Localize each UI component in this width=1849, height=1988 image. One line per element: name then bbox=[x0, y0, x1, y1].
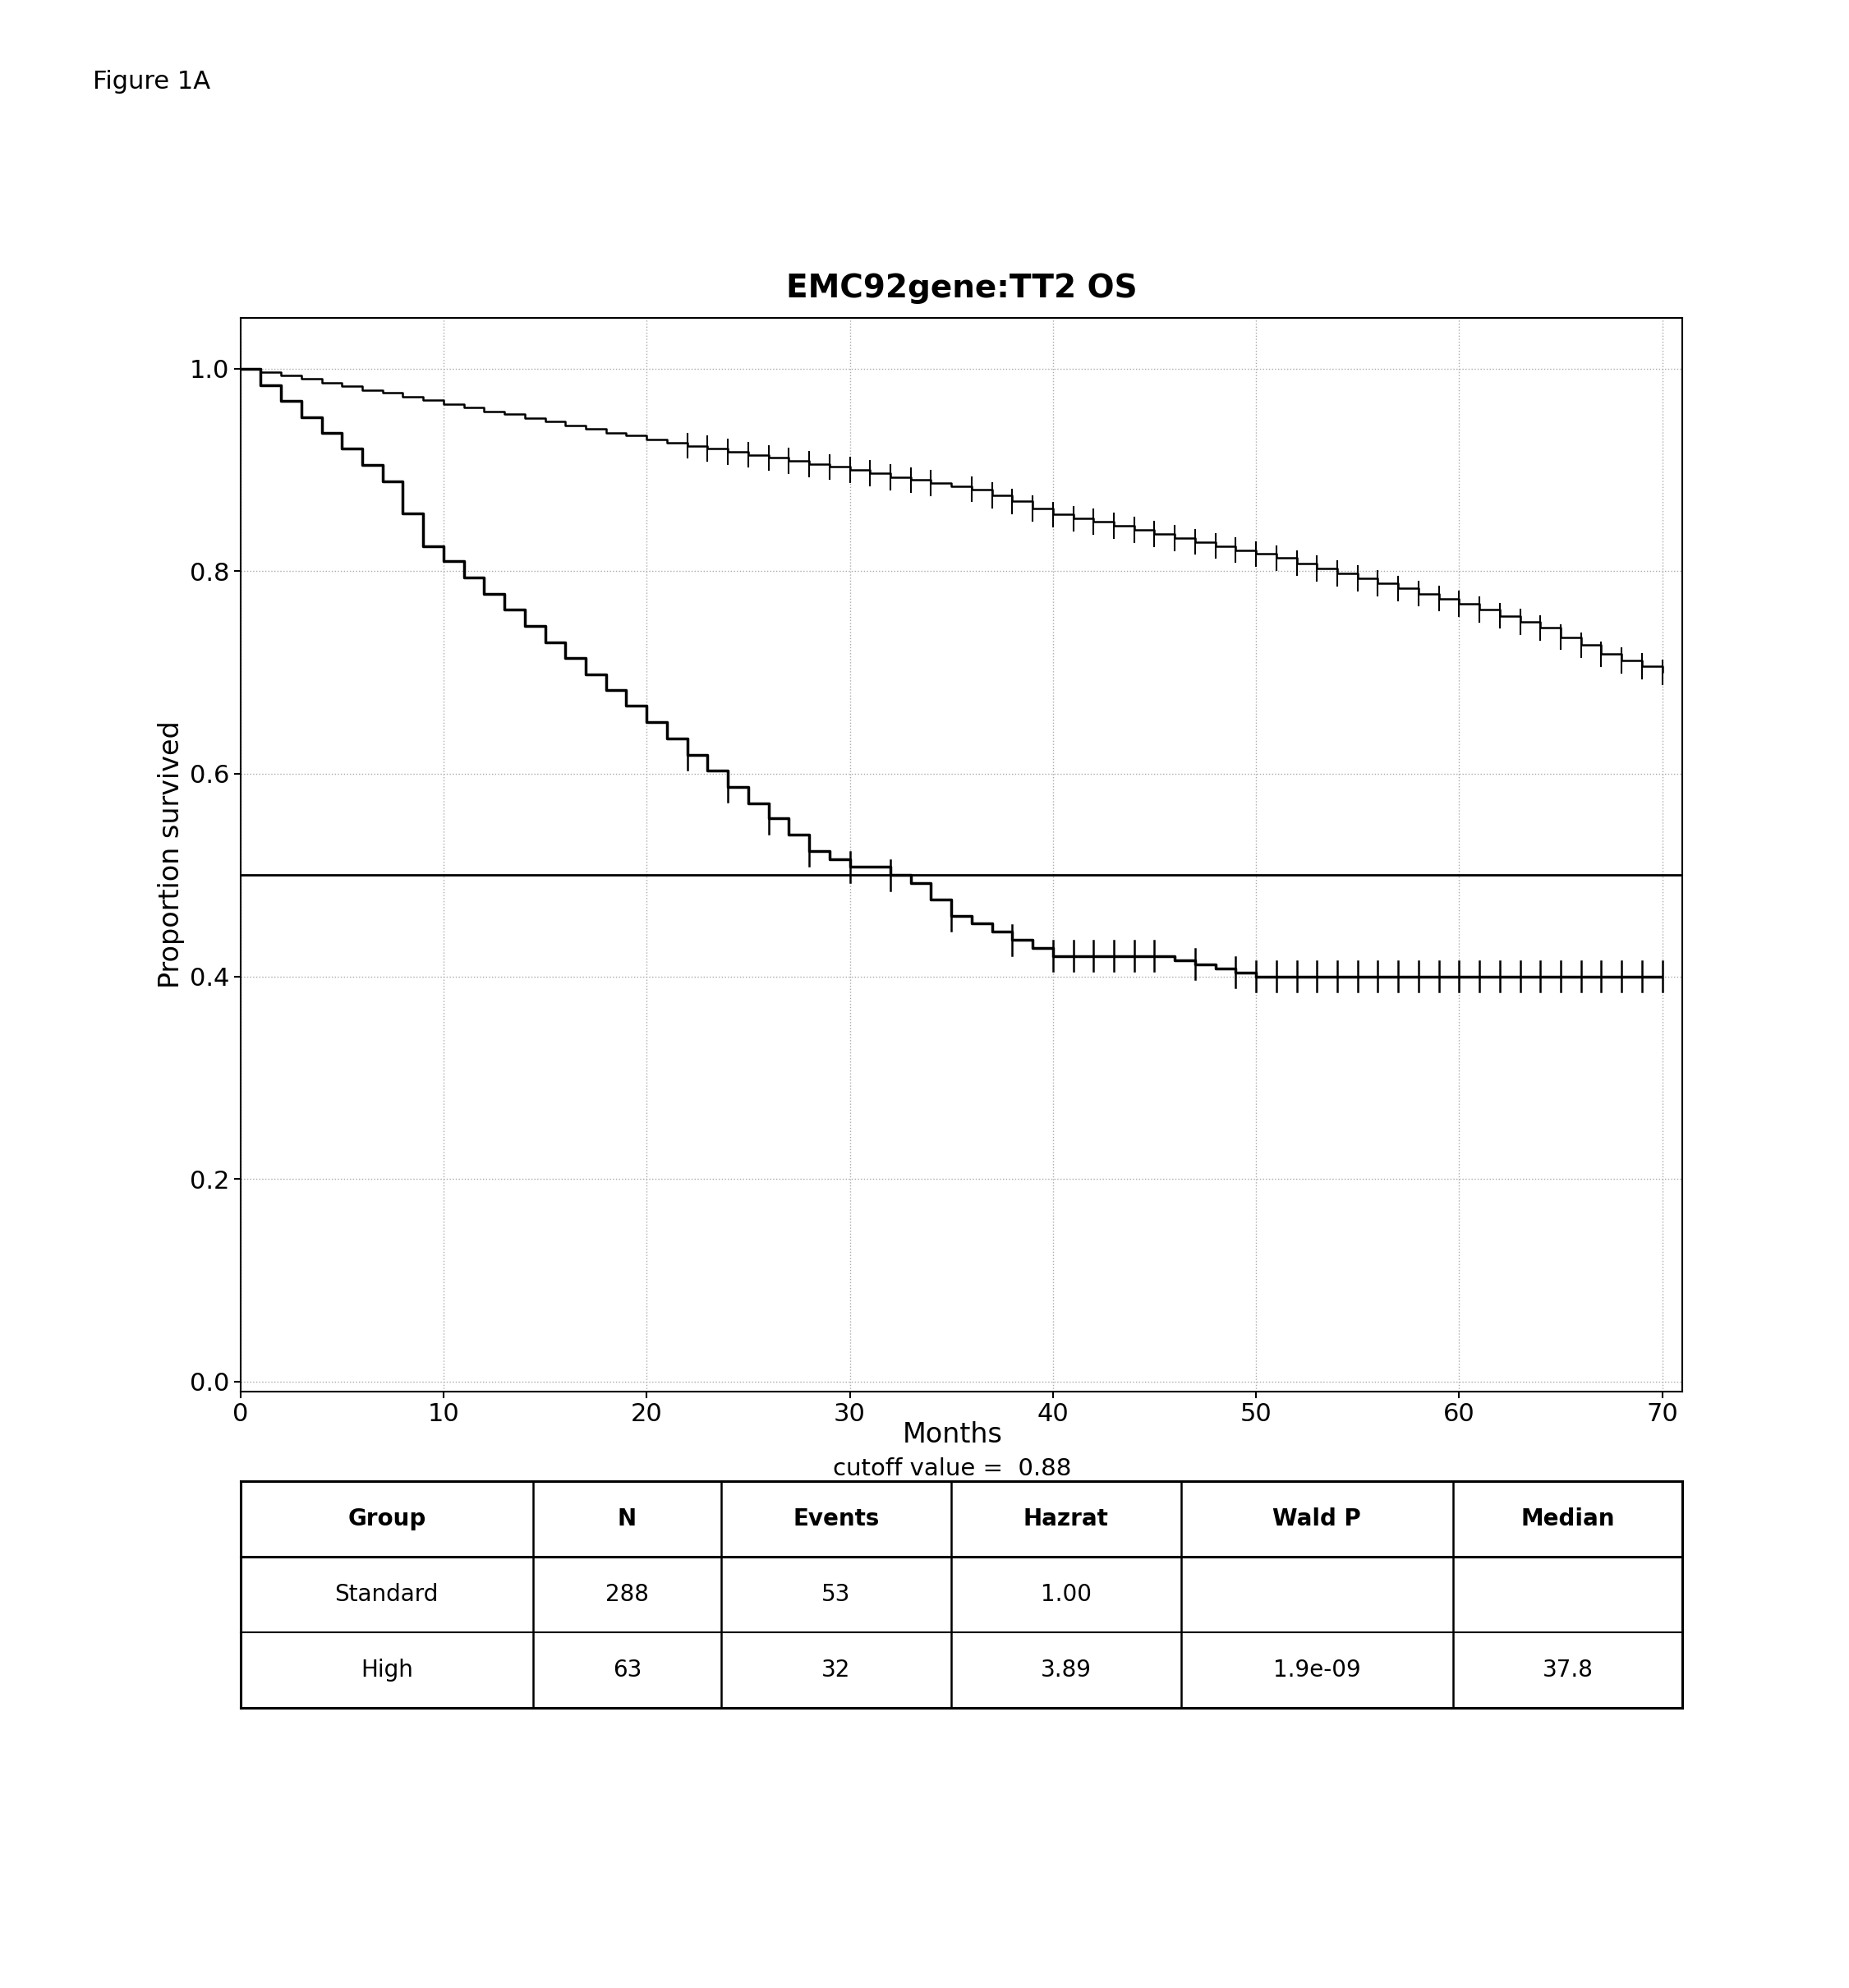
Text: Months: Months bbox=[902, 1421, 1002, 1449]
Text: Events: Events bbox=[793, 1507, 880, 1531]
Text: Hazrat: Hazrat bbox=[1022, 1507, 1109, 1531]
Y-axis label: Proportion survived: Proportion survived bbox=[157, 722, 185, 988]
Text: 3.89: 3.89 bbox=[1041, 1658, 1091, 1682]
Text: cutoff value =  0.88: cutoff value = 0.88 bbox=[834, 1457, 1071, 1481]
Title: EMC92gene:TT2 OS: EMC92gene:TT2 OS bbox=[786, 272, 1137, 304]
Text: 37.8: 37.8 bbox=[1542, 1658, 1594, 1682]
Text: 32: 32 bbox=[821, 1658, 851, 1682]
Text: Median: Median bbox=[1520, 1507, 1614, 1531]
Text: 63: 63 bbox=[612, 1658, 642, 1682]
Text: N: N bbox=[618, 1507, 636, 1531]
Text: 1.00: 1.00 bbox=[1041, 1582, 1091, 1606]
Text: Figure 1A: Figure 1A bbox=[92, 70, 211, 93]
Text: 288: 288 bbox=[605, 1582, 649, 1606]
Text: Group: Group bbox=[348, 1507, 425, 1531]
Text: 1.9e-09: 1.9e-09 bbox=[1272, 1658, 1361, 1682]
Text: Wald P: Wald P bbox=[1272, 1507, 1361, 1531]
Text: Standard: Standard bbox=[335, 1582, 438, 1606]
Text: 53: 53 bbox=[821, 1582, 851, 1606]
Text: High: High bbox=[361, 1658, 412, 1682]
